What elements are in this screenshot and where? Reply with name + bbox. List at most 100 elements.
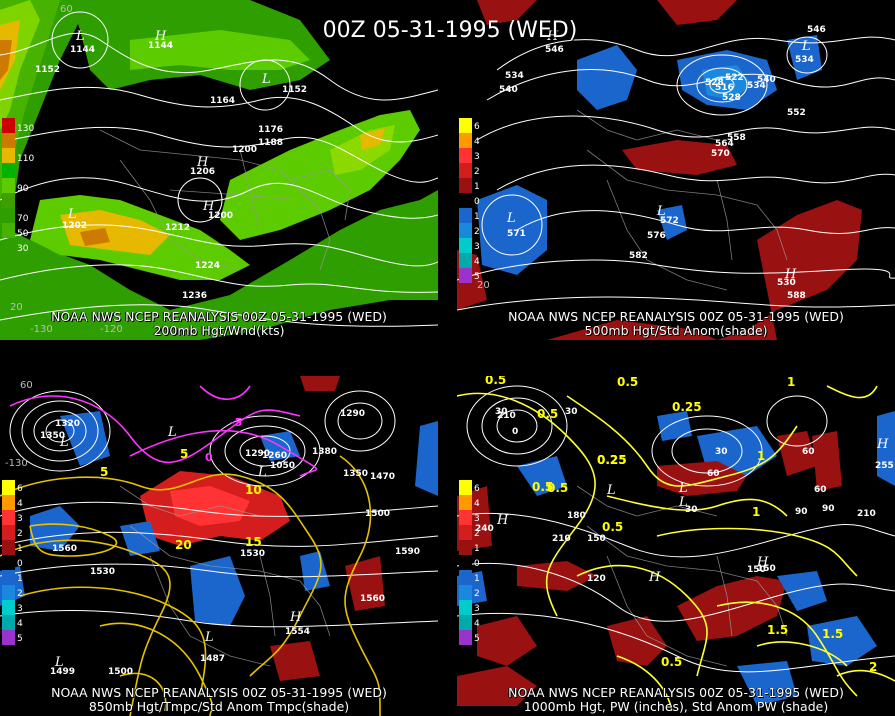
temp-label: 5 xyxy=(180,447,188,461)
svg-text:-120: -120 xyxy=(100,324,123,335)
contour-label: 516 xyxy=(715,83,734,93)
contour-label: 534 xyxy=(747,81,766,91)
panel-850mb-temp: 1350 1320 1290 1260 1560 1530 1500 1470 … xyxy=(0,376,438,716)
contour-label: 210 xyxy=(857,509,876,519)
pw-label: 0.5 xyxy=(485,376,506,387)
temp-label: 15 xyxy=(245,535,262,549)
contour-label: 572 xyxy=(660,216,679,226)
contour-label: 1530 xyxy=(90,567,115,577)
svg-text:L: L xyxy=(75,29,85,44)
svg-text:H: H xyxy=(154,29,167,44)
contour-label: 1320 xyxy=(55,419,80,429)
contour-label: 1350 xyxy=(40,431,65,441)
contour-label: 30 xyxy=(715,447,728,457)
svg-text:H: H xyxy=(289,610,302,625)
contour-label: 582 xyxy=(629,251,648,261)
panel-caption: NOAA NWS NCEP REANALYSIS 00Z 05-31-1995 … xyxy=(51,685,387,700)
contour-label: 1164 xyxy=(210,96,235,106)
pw-label: 0.25 xyxy=(672,400,702,414)
svg-text:L: L xyxy=(606,483,616,498)
svg-text:H: H xyxy=(196,155,209,170)
svg-text:H: H xyxy=(546,29,559,44)
contour-label: 1188 xyxy=(258,138,283,148)
contour-label: 1487 xyxy=(200,654,225,664)
map-500mb: 534 540 528 522 516 528 534 540 546 552 … xyxy=(457,0,895,340)
pw-label: 1.5 xyxy=(767,623,788,637)
pw-label: 0.5 xyxy=(547,481,568,495)
pw-label: 0.25 xyxy=(597,453,627,467)
contour-label: 530 xyxy=(777,278,796,288)
legend-labels: 130 110 90 70 50 30 xyxy=(17,124,35,254)
svg-text:H: H xyxy=(876,437,889,452)
panel-caption: NOAA NWS NCEP REANALYSIS 00Z 05-31-1995 … xyxy=(508,309,844,324)
contour-label: 30 xyxy=(565,407,578,417)
contour-label: 1560 xyxy=(360,594,385,604)
pw-label: 0.5 xyxy=(661,655,682,669)
contour-label: 1380 xyxy=(312,447,337,457)
contour-label: 150 xyxy=(757,564,776,574)
svg-text:L: L xyxy=(506,211,516,226)
panel-subtitle: 500mb Hgt/Std Anom(shade) xyxy=(584,323,768,338)
pw-label: 0.5 xyxy=(617,376,638,389)
pw-label: 0.5 xyxy=(602,520,623,534)
svg-text:H: H xyxy=(648,570,661,585)
contour-label: 0 xyxy=(512,427,518,437)
contour-label: 564 xyxy=(715,139,734,149)
temp-label: 20 xyxy=(175,538,192,552)
contour-label: 570 xyxy=(711,149,730,159)
contour-label: 528 xyxy=(722,93,741,103)
contour-label: 546 xyxy=(807,25,826,35)
svg-text:H: H xyxy=(784,267,797,282)
contour-label: 1202 xyxy=(62,221,87,231)
contour-label: 528 xyxy=(705,78,724,88)
svg-text:L: L xyxy=(257,465,267,480)
svg-text:-130: -130 xyxy=(30,324,53,335)
contour-label: 1212 xyxy=(165,223,190,233)
main-title: 00Z 05-31-1995 (WED) xyxy=(322,18,578,43)
contour-label: 1590 xyxy=(395,547,420,557)
contour-label: 1144 xyxy=(70,45,95,55)
temp-label: 5 xyxy=(100,465,108,479)
panel-500mb-anomaly: 534 540 528 522 516 528 534 540 546 552 … xyxy=(457,0,895,340)
svg-text:L: L xyxy=(678,481,688,496)
svg-text:L: L xyxy=(59,435,69,450)
contour-label: 150 xyxy=(587,534,606,544)
contour-label: 522 xyxy=(725,73,744,83)
contour-label: 210 xyxy=(497,411,516,421)
panel-200mb-wind: -130 -120 60 20 1152 1164 1176 1188 1200… xyxy=(0,0,438,340)
pw-label: 1 xyxy=(752,505,760,519)
pw-label: 1 xyxy=(757,449,765,463)
contour-label: 60 xyxy=(802,447,815,457)
contour-label: 1350 xyxy=(343,469,368,479)
svg-text:20: 20 xyxy=(10,302,23,313)
svg-text:H: H xyxy=(202,199,215,214)
contour-label: 90 xyxy=(822,504,835,514)
svg-text:L: L xyxy=(678,495,688,510)
contour-label: 120 xyxy=(587,574,606,584)
svg-text:L: L xyxy=(167,425,177,440)
panel-subtitle: 850mb Hgt/Tmpc/Std Anom Tmpc(shade) xyxy=(88,699,350,714)
contour-label: 1260 xyxy=(262,451,287,461)
map-850mb: 1350 1320 1290 1260 1560 1530 1500 1470 … xyxy=(0,376,438,716)
contour-label: 150 xyxy=(747,565,766,575)
svg-text:60: 60 xyxy=(20,380,33,391)
contour-label: 1200 xyxy=(208,211,233,221)
contour-label: 534 xyxy=(795,55,814,65)
svg-text:H: H xyxy=(756,555,769,570)
contour-label: 1500 xyxy=(108,667,133,677)
contour-label: 1560 xyxy=(52,544,77,554)
contour-label: 571 xyxy=(507,229,526,239)
contour-label: 576 xyxy=(647,231,666,241)
map-1000mb: 210 180 150 120 90 60 30 0 30 60 240 210… xyxy=(457,376,895,716)
contour-label: 1152 xyxy=(35,65,60,75)
contour-label: 1530 xyxy=(240,549,265,559)
contour-label: 1500 xyxy=(365,509,390,519)
contour-label: 240 xyxy=(475,524,494,534)
contour-label: 1554 xyxy=(285,627,310,637)
svg-text:L: L xyxy=(801,39,811,54)
map-200mb: -130 -120 60 20 1152 1164 1176 1188 1200… xyxy=(0,0,438,340)
svg-text:60: 60 xyxy=(60,4,73,15)
svg-text:L: L xyxy=(204,630,214,645)
contour-label: 30 xyxy=(685,505,698,515)
